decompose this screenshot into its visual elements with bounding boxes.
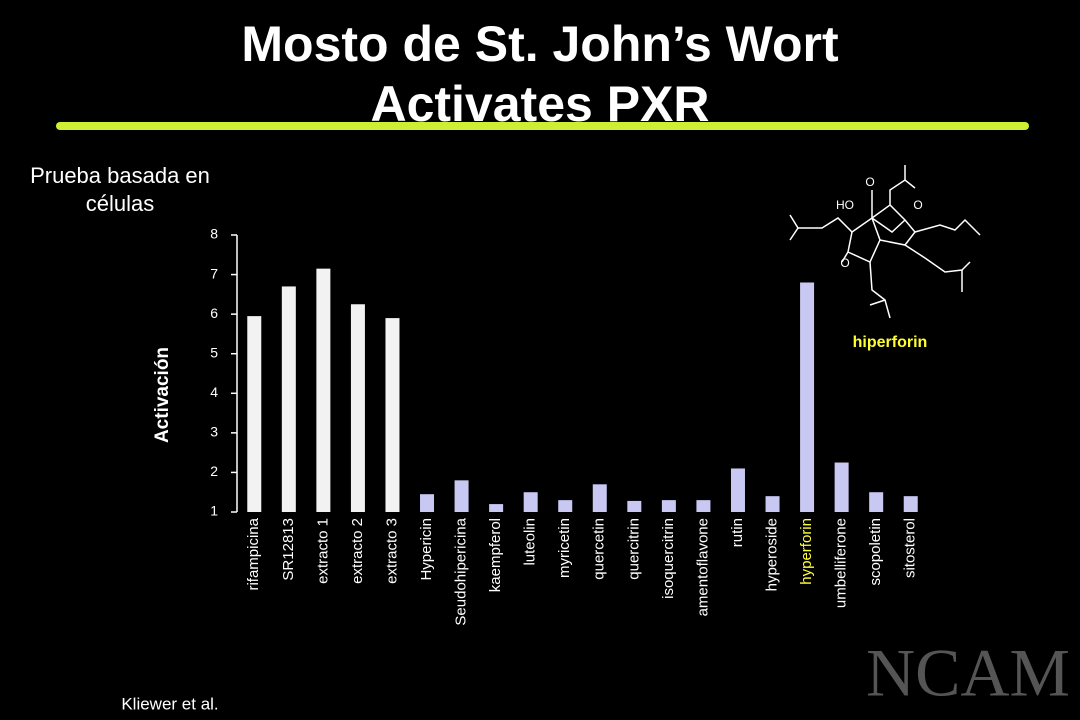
slide-title: Mosto de St. John’s Wort Activates PXR [241,16,839,132]
bar [350,304,365,512]
x-tick-label: rifampicina [245,517,262,590]
y-tick-label: 7 [210,265,218,281]
bar [903,496,918,512]
bar [558,500,573,512]
y-tick-label: 6 [210,305,218,321]
atom-label: O [840,256,849,270]
x-tick-label: quercitrin [625,518,642,580]
x-tick-label: scopoletin [867,518,884,586]
bar [627,500,642,512]
x-tick-label: extracto 2 [349,518,366,584]
bar [385,318,400,512]
logo: NCAM [866,635,1070,711]
x-tick-label: Hypericin [418,518,435,581]
x-tick-label: luteolin [522,518,539,566]
bar [661,500,676,512]
bar [696,500,711,512]
bar [454,480,469,512]
annotation: hiperforin [853,334,928,351]
bar [592,484,607,512]
y-tick-label: 4 [210,384,218,400]
bar [247,316,262,512]
x-tick-label: Seudohipericina [453,517,470,625]
x-tick-label: extracto 3 [383,518,400,584]
atom-label: HO [836,198,854,212]
x-tick-label: sitosterol [902,518,919,578]
subtitle: Prueba basada en células [30,163,210,216]
atom-label: O [865,175,874,189]
bar [316,268,331,512]
bar [489,504,504,512]
source: Kliewer et al. [121,694,218,713]
bar [420,494,435,512]
x-tick-label: rutin [729,518,746,547]
molecule [789,165,981,319]
atom-label: O [913,198,922,212]
bar [834,462,849,512]
y-tick-label: 3 [210,424,218,440]
y-tick-label: 8 [210,226,218,242]
y-tick-label: 1 [210,503,218,519]
x-tick-label: umbelliferone [833,518,850,608]
x-tick-label: kaempferol [487,518,504,592]
x-tick-label: quercetin [591,518,608,580]
x-tick-label: amentoflavone [694,518,711,616]
y-tick-label: 2 [210,463,218,479]
x-tick-label: extracto 1 [314,518,331,584]
x-tick-label: hyperoside [763,518,780,591]
x-tick-label: myricetin [556,518,573,578]
bar [765,496,780,512]
y-tick-label: 5 [210,344,218,360]
bar [523,492,538,512]
bar [800,282,815,512]
x-tick-label: isoquercitrin [660,518,677,599]
x-tick-label: hyperforin [798,518,815,585]
bar [281,286,296,512]
x-tick-label: SR12813 [280,518,297,581]
bar [869,492,884,512]
bar [730,468,745,512]
y-axis-label: Activación [152,347,173,443]
